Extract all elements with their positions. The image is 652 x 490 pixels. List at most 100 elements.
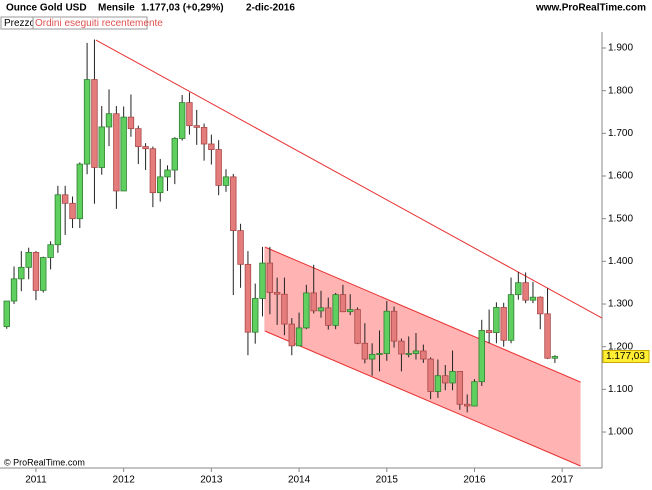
site: www.ProRealTime.com: [535, 3, 646, 14]
candle-body: [178, 102, 186, 139]
candle-body: [222, 176, 230, 186]
candle-body: [325, 307, 332, 326]
candle-body: [244, 263, 252, 333]
candle-body: [339, 294, 347, 313]
candle-body: [427, 358, 434, 392]
y-tick-label: 1.800: [608, 85, 633, 96]
candle-body: [412, 350, 420, 354]
x-tick-label: 2015: [376, 475, 399, 486]
candle-body: [537, 296, 544, 315]
candle-body: [434, 375, 442, 392]
candle-body: [295, 327, 303, 347]
candle-body: [522, 282, 529, 301]
candle-body: [347, 309, 354, 313]
legend-box: [32, 16, 148, 30]
candle-body: [500, 307, 507, 341]
candle-body: [442, 375, 449, 384]
x-tick-label: 2014: [288, 475, 311, 486]
candle-body: [383, 310, 390, 354]
candle-body: [18, 266, 25, 280]
candle-body: [398, 340, 405, 355]
candle-body: [61, 194, 69, 204]
candle-body: [3, 300, 10, 328]
candle-body: [200, 126, 208, 145]
candle-body: [25, 251, 32, 268]
candle-body: [10, 278, 18, 302]
candle-body: [69, 202, 76, 220]
candle-body: [463, 403, 471, 407]
candle-body: [507, 294, 515, 341]
candle-body: [171, 138, 178, 171]
candle-body: [529, 296, 537, 301]
candle-body: [361, 342, 369, 360]
y-tick-label: 1.600: [608, 171, 633, 182]
candle-body: [478, 330, 485, 383]
candle-body: [47, 244, 54, 258]
candle-body: [420, 350, 427, 360]
channel-line: [264, 246, 581, 383]
candle-body: [237, 230, 244, 265]
candle-body: [449, 371, 456, 384]
plot-area: [3, 39, 602, 467]
candle-body: [405, 353, 412, 355]
candle-body: [76, 163, 84, 220]
candle-body: [193, 125, 200, 128]
candle-body: [113, 113, 120, 192]
symbol: Ounce Gold USD: [6, 3, 87, 14]
candle-body: [390, 310, 398, 342]
y-tick-label: 1.100: [608, 384, 633, 395]
last-price: 1.177,03 (+0,29%): [141, 3, 224, 14]
candle-body: [281, 293, 288, 325]
candle-body: [288, 323, 295, 347]
candle-body: [54, 194, 62, 246]
candle-body: [157, 176, 164, 194]
candle-body: [208, 143, 215, 150]
candle-body: [105, 113, 113, 128]
candle-body: [551, 356, 559, 359]
period: Mensile: [98, 3, 135, 14]
candle-body: [120, 116, 127, 192]
candle-body: [252, 298, 259, 333]
candle-body: [230, 176, 237, 232]
price-tag-label: 1.177,03: [606, 351, 645, 362]
footer: © ProRealTime.com: [4, 457, 85, 467]
candle-body: [354, 309, 361, 344]
y-tick-label: 1.300: [608, 299, 633, 310]
candle-body: [310, 292, 317, 312]
candle-body: [332, 294, 339, 326]
x-tick-label: 2012: [113, 475, 136, 486]
candle-body: [142, 146, 149, 150]
y-tick-label: 1.400: [608, 256, 633, 267]
candle-body: [40, 257, 47, 291]
legend-item: Ordini eseguiti recentemente: [35, 18, 163, 29]
candle-body: [149, 148, 157, 194]
y-tick-label: 1.500: [608, 213, 633, 224]
y-tick-label: 1.200: [608, 341, 633, 352]
candle-body: [273, 292, 281, 295]
x-tick-label: 2016: [463, 475, 486, 486]
candle-body: [98, 126, 105, 168]
candle-body: [544, 313, 551, 359]
candle-body: [303, 292, 310, 329]
candle-body: [266, 262, 274, 293]
candle-body: [32, 251, 40, 291]
x-tick-label: 2011: [25, 475, 47, 486]
candle-body: [215, 149, 222, 186]
candle-body: [317, 307, 325, 312]
x-tick-label: 2013: [200, 475, 223, 486]
candle-body: [456, 371, 464, 405]
candle-body: [127, 116, 135, 130]
candle-body: [368, 353, 376, 360]
y-tick-label: 1.900: [608, 43, 633, 54]
candle-body: [485, 330, 493, 334]
y-tick-label: 1.000: [608, 427, 633, 438]
candle-body: [515, 282, 522, 296]
candle-body: [186, 102, 193, 127]
date: 2-dic-2016: [246, 3, 295, 14]
trend-line: [95, 39, 602, 319]
candle-body: [83, 79, 91, 165]
y-tick-label: 1.700: [608, 128, 633, 139]
x-tick-label: 2017: [551, 475, 574, 486]
